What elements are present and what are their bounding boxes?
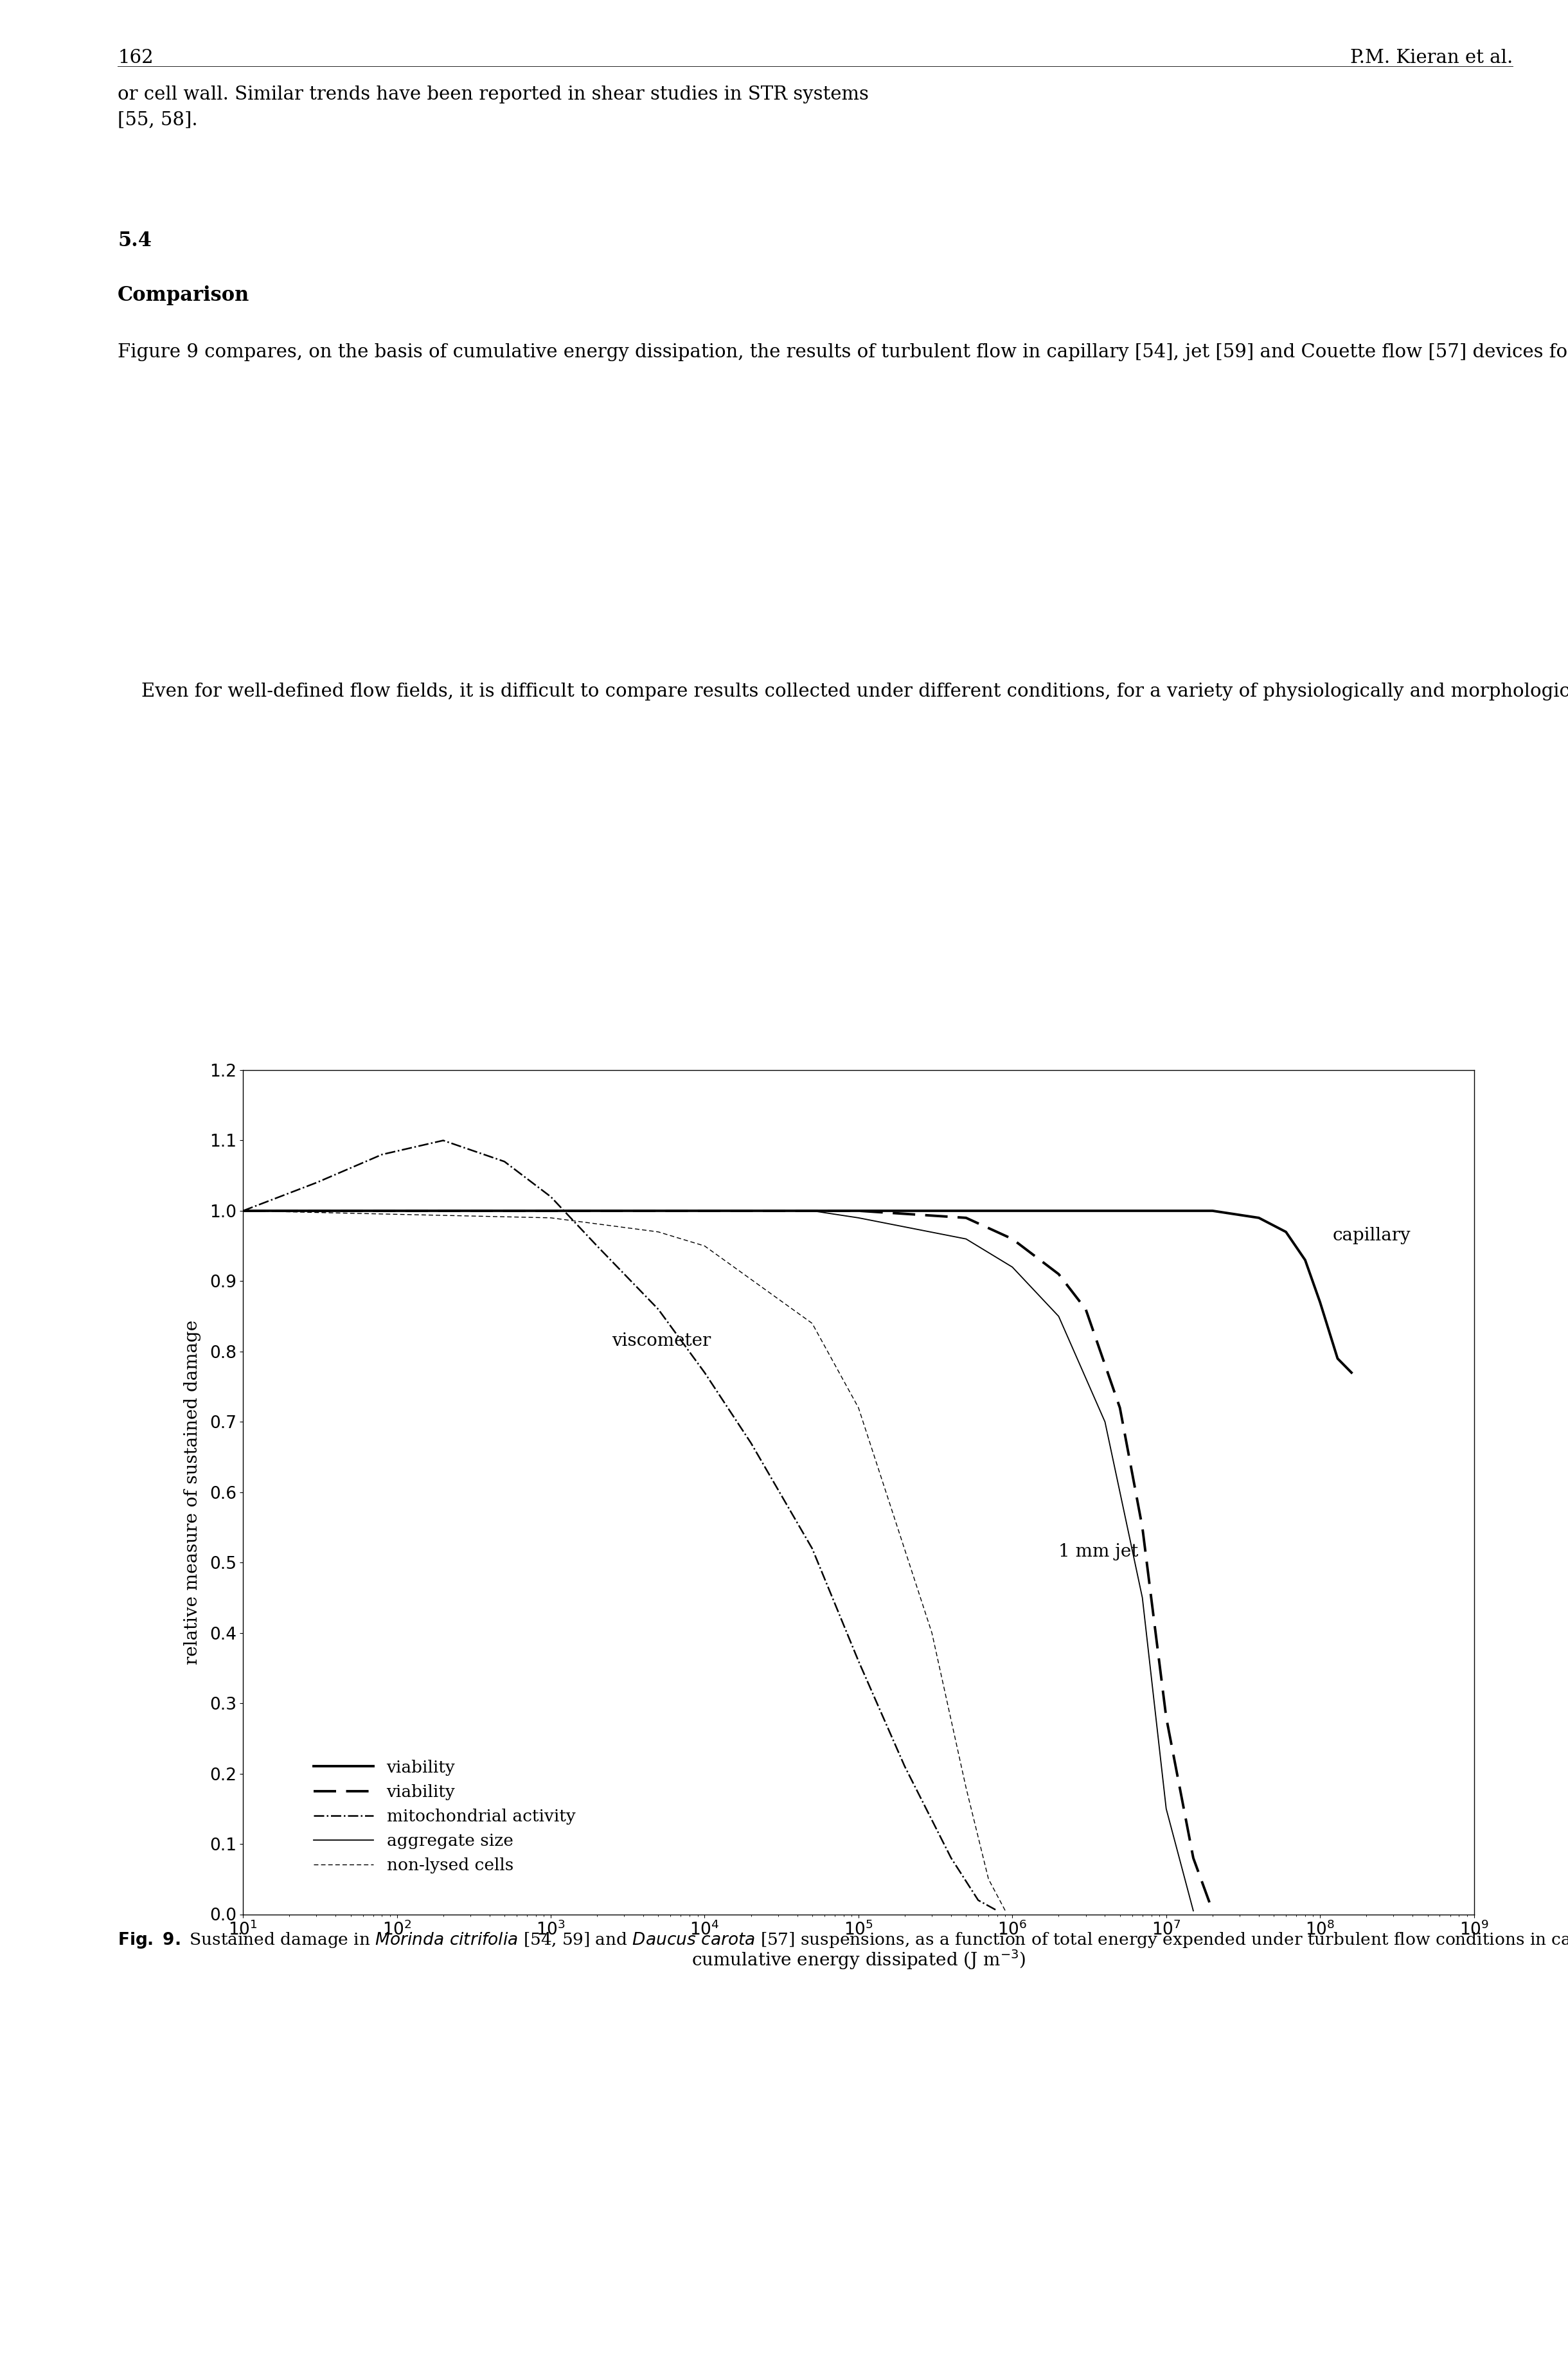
Text: 1 mm jet: 1 mm jet [1058,1543,1138,1560]
X-axis label: cumulative energy dissipated (J m$^{-3}$): cumulative energy dissipated (J m$^{-3}$… [691,1948,1025,1971]
Text: 162: 162 [118,48,154,67]
Text: Figure 9 compares, on the basis of cumulative energy dissipation, the results of: Figure 9 compares, on the basis of cumul… [118,342,1568,361]
Y-axis label: relative measure of sustained damage: relative measure of sustained damage [183,1320,201,1665]
Text: viscometer: viscometer [612,1332,712,1351]
Text: Even for well-defined flow fields, it is difficult to compare results collected : Even for well-defined flow fields, it is… [118,682,1568,702]
Text: P.M. Kieran et al.: P.M. Kieran et al. [1350,48,1513,67]
Text: $\mathbf{Fig.\ 9.}$ Sustained damage in $\it{Morinda\ citrifolia}$ [54, 59] and : $\mathbf{Fig.\ 9.}$ Sustained damage in … [118,1931,1568,1950]
Legend: viability, viability, mitochondrial activity, aggregate size, non-lysed cells: viability, viability, mitochondrial acti… [307,1753,582,1881]
Text: capillary: capillary [1333,1227,1410,1244]
Text: or cell wall. Similar trends have been reported in shear studies in STR systems
: or cell wall. Similar trends have been r… [118,86,869,128]
Text: 5.4: 5.4 [118,231,152,250]
Text: Comparison: Comparison [118,285,249,304]
